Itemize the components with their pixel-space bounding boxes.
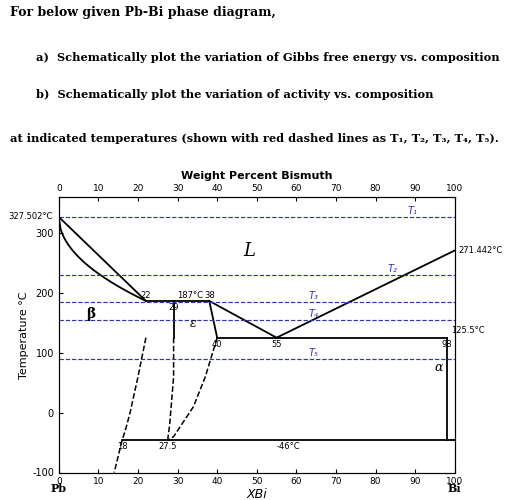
Text: 98: 98 (442, 340, 452, 349)
Text: β: β (86, 307, 95, 321)
Text: For below given Pb-Bi phase diagram,: For below given Pb-Bi phase diagram, (10, 6, 276, 18)
Text: at indicated temperatures (shown with red dashed lines as T₁, T₂, T₃, T₄, T₅).: at indicated temperatures (shown with re… (10, 133, 499, 144)
Text: 55: 55 (271, 340, 282, 349)
Text: 327.502°C: 327.502°C (9, 212, 53, 222)
Text: T₂: T₂ (387, 264, 398, 274)
Text: 187°C: 187°C (178, 290, 203, 300)
Text: α: α (435, 362, 443, 374)
X-axis label: Weight Percent Bismuth: Weight Percent Bismuth (181, 172, 333, 181)
Text: 125.5°C: 125.5°C (451, 326, 484, 336)
Text: b)  Schematically plot the variation of activity vs. composition: b) Schematically plot the variation of a… (36, 89, 433, 100)
Text: T₃: T₃ (308, 291, 318, 301)
Text: 22: 22 (141, 290, 151, 300)
Text: T₁: T₁ (407, 206, 417, 216)
X-axis label: XBi: XBi (246, 488, 267, 500)
Text: 40: 40 (212, 340, 222, 349)
Text: 271.442°C: 271.442°C (459, 246, 503, 255)
Text: -46°C: -46°C (276, 442, 300, 451)
Text: a)  Schematically plot the variation of Gibbs free energy vs. composition: a) Schematically plot the variation of G… (36, 52, 499, 63)
Text: Pb: Pb (51, 484, 67, 494)
Text: T₅: T₅ (308, 348, 318, 358)
Text: 18: 18 (117, 442, 127, 451)
Text: 27.5: 27.5 (158, 442, 177, 451)
Text: L: L (243, 242, 255, 260)
Text: 29: 29 (168, 304, 179, 312)
Text: ε: ε (190, 316, 197, 330)
Y-axis label: Temperature °C: Temperature °C (19, 291, 29, 378)
Text: T₄: T₄ (308, 309, 318, 319)
Text: 38: 38 (204, 290, 215, 300)
Text: Bi: Bi (448, 484, 461, 494)
